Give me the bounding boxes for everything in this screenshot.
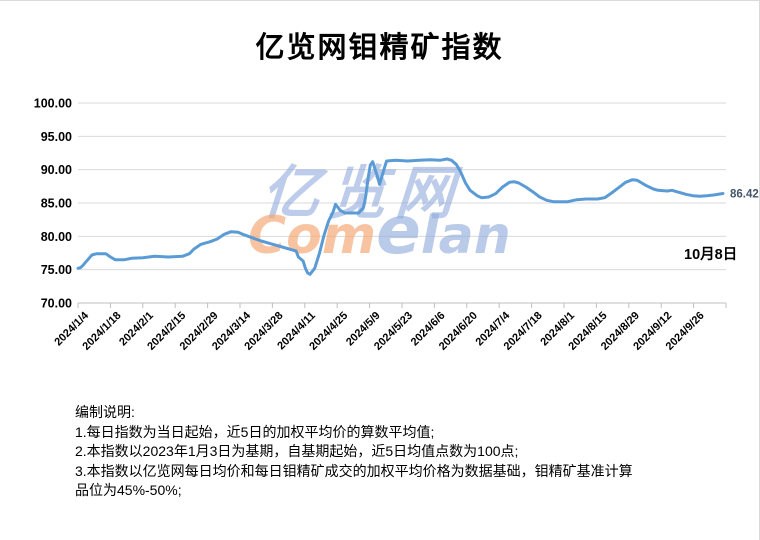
- y-axis-label: 85.00: [41, 197, 72, 211]
- footnote-heading: 编制说明:: [75, 404, 135, 420]
- y-axis-label: 80.00: [41, 230, 72, 244]
- index-line-chart: 70.00 75.00 80.00 85.00 90.00 95.00 100.00 2024…: [0, 86, 760, 386]
- footnote-line: 3.本指数以亿览网每日均价和每日钼精矿成交的加权平均价格为数据基础，钼精矿基准计…: [75, 462, 633, 499]
- chart-axes-layer: 70.0075.0080.0085.0090.0095.00100.002024…: [34, 97, 727, 353]
- footnote-line: 1.每日指数为当日起始，近5日的加权平均价的算数平均值;: [75, 423, 435, 440]
- date-annotation: 10月8日: [684, 246, 737, 263]
- chart-title: 亿览网钼精矿指数: [255, 30, 504, 64]
- y-axis-label: 90.00: [41, 163, 72, 177]
- footnote-line: 2.本指数以2023年1月3日为基期，自基期起始，近5日均值点数为100点;: [75, 443, 519, 459]
- y-axis-label: 95.00: [41, 130, 72, 144]
- last-value-label: 86.42: [730, 189, 759, 201]
- y-axis-label: 70.00: [41, 297, 72, 311]
- footnotes: 编制说明: 1.每日指数为当日起始，近5日的加权平均价的算数平均值; 2.本指数…: [75, 403, 635, 501]
- y-axis-label: 100.00: [34, 97, 72, 111]
- chart-line-layer: 86.42 10月8日: [76, 157, 759, 276]
- index-line: [76, 157, 725, 276]
- y-axis-label: 75.00: [41, 263, 72, 277]
